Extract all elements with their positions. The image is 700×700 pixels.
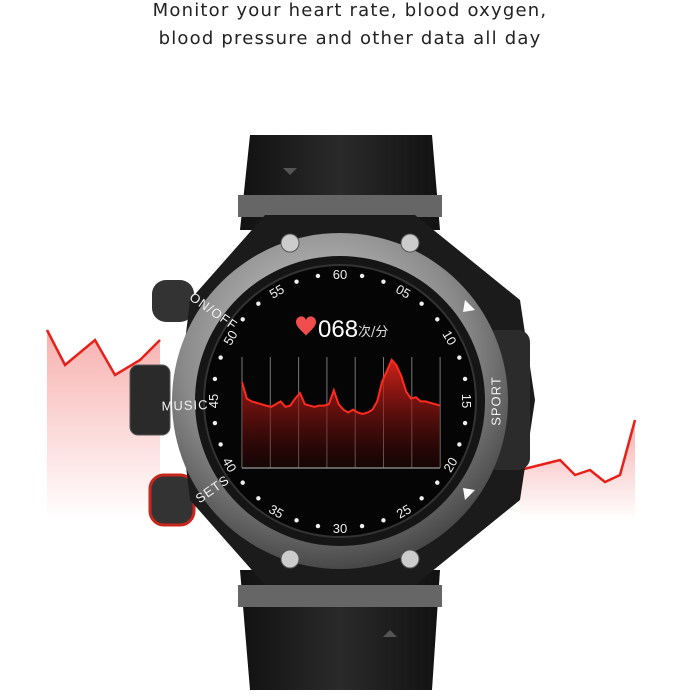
bezel-number: 25 [394, 501, 414, 521]
heart-rate-trace-line [241, 357, 441, 415]
screw [400, 549, 420, 569]
heartbeat-fill-right [520, 420, 635, 520]
screw [280, 549, 300, 569]
heartbeat-line-left [45, 329, 161, 377]
minute-dot [435, 480, 440, 485]
heart-rate-trace-fill [242, 359, 440, 468]
bezel-number: 15 [459, 394, 474, 408]
bezel-number: 60 [333, 267, 347, 282]
minute-dot [359, 523, 365, 529]
bezel-number: 45 [206, 394, 221, 408]
minute-dot [419, 301, 424, 306]
bezel-number: 40 [219, 455, 239, 475]
minute-dot [381, 518, 386, 523]
heart-rate-value: 068 [318, 316, 358, 343]
bezel-number: 05 [393, 281, 413, 301]
heartbeat-line-right [519, 419, 637, 484]
minute-dot [457, 355, 462, 360]
minute-dot [435, 317, 440, 322]
label-music: MUSIC [161, 397, 208, 414]
minute-dot [256, 301, 261, 306]
minute-dot [294, 518, 299, 523]
heart-icon [296, 316, 316, 336]
minute-dot [212, 420, 218, 426]
minute-dot [240, 480, 245, 485]
minute-dot [359, 273, 365, 279]
minute-dot [457, 442, 462, 447]
headline-line-1: Monitor your heart rate, blood oxygen, [152, 0, 548, 21]
minute-dot [218, 355, 223, 360]
bezel-number: 55 [267, 281, 287, 301]
minute-dot [218, 442, 223, 447]
sets-button[interactable] [152, 280, 194, 322]
screw [400, 233, 420, 253]
minute-dot [315, 523, 321, 529]
minute-dot [462, 420, 468, 426]
headline-line-2: blood pressure and other data all day [158, 28, 542, 49]
minute-dot [240, 317, 245, 322]
screw [280, 233, 300, 253]
music-crown[interactable] [129, 364, 171, 436]
bezel-number: 20 [440, 455, 460, 475]
minute-dot [315, 273, 321, 279]
bezel-number: 50 [220, 328, 240, 348]
onoff-button[interactable] [148, 473, 196, 527]
screen [203, 264, 477, 538]
label-sport: SPORT [488, 376, 503, 426]
bezel-number: 10 [439, 328, 459, 348]
minute-dot [381, 279, 386, 284]
minute-dot [294, 279, 299, 284]
minute-dot [256, 496, 261, 501]
minute-dot [462, 376, 468, 382]
bezel-number: 30 [333, 521, 347, 536]
heart-rate-unit: 次/分 [358, 324, 388, 340]
minute-dot [212, 376, 218, 382]
bezel-number: 35 [266, 501, 286, 521]
minute-dot [419, 496, 424, 501]
